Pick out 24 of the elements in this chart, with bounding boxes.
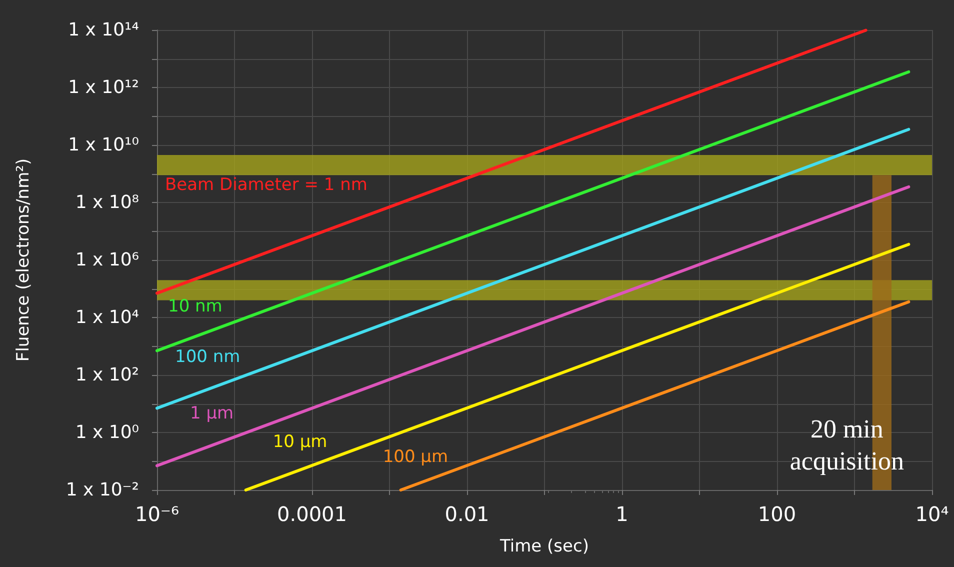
series-label: 100 nm xyxy=(175,347,240,368)
y-tick-label: 1 x 10⁻² xyxy=(66,480,139,500)
y-tick-label: 1 x 10¹⁴ xyxy=(68,20,139,40)
x-tick-label: 100 xyxy=(758,502,796,526)
series-label: Beam Diameter = 1 nm xyxy=(165,175,368,196)
y-tick-label: 1 x 10¹² xyxy=(68,77,139,98)
y-tick-label: 1 x 10⁰ xyxy=(75,422,139,443)
y-tick-label: 1 x 10¹⁰ xyxy=(68,134,139,156)
series-label: 100 µm xyxy=(382,447,448,467)
band-label: 20 min acquisition xyxy=(790,414,904,476)
y-axis-title: Fluence (electrons/nm²) xyxy=(14,158,34,362)
y-tick-label: 1 x 10⁸ xyxy=(75,192,139,213)
x-tick-label: 0.0001 xyxy=(277,502,347,526)
x-tick-label: 10⁴ xyxy=(915,502,949,526)
y-tick-label: 1 x 10⁶ xyxy=(75,250,139,270)
x-tick-label: 10⁻⁶ xyxy=(134,502,180,526)
y-tick-label: 1 x 10² xyxy=(75,364,139,386)
series-label: 10 nm xyxy=(168,296,222,317)
y-tick-label: 1 x 10⁴ xyxy=(75,307,139,328)
x-tick-label: 0.01 xyxy=(444,502,490,526)
x-tick-label: 1 xyxy=(616,502,628,526)
series-label: 1 µm xyxy=(190,404,234,424)
x-axis-title: Time (sec) xyxy=(499,536,589,556)
series-label: 10 µm xyxy=(272,432,328,452)
